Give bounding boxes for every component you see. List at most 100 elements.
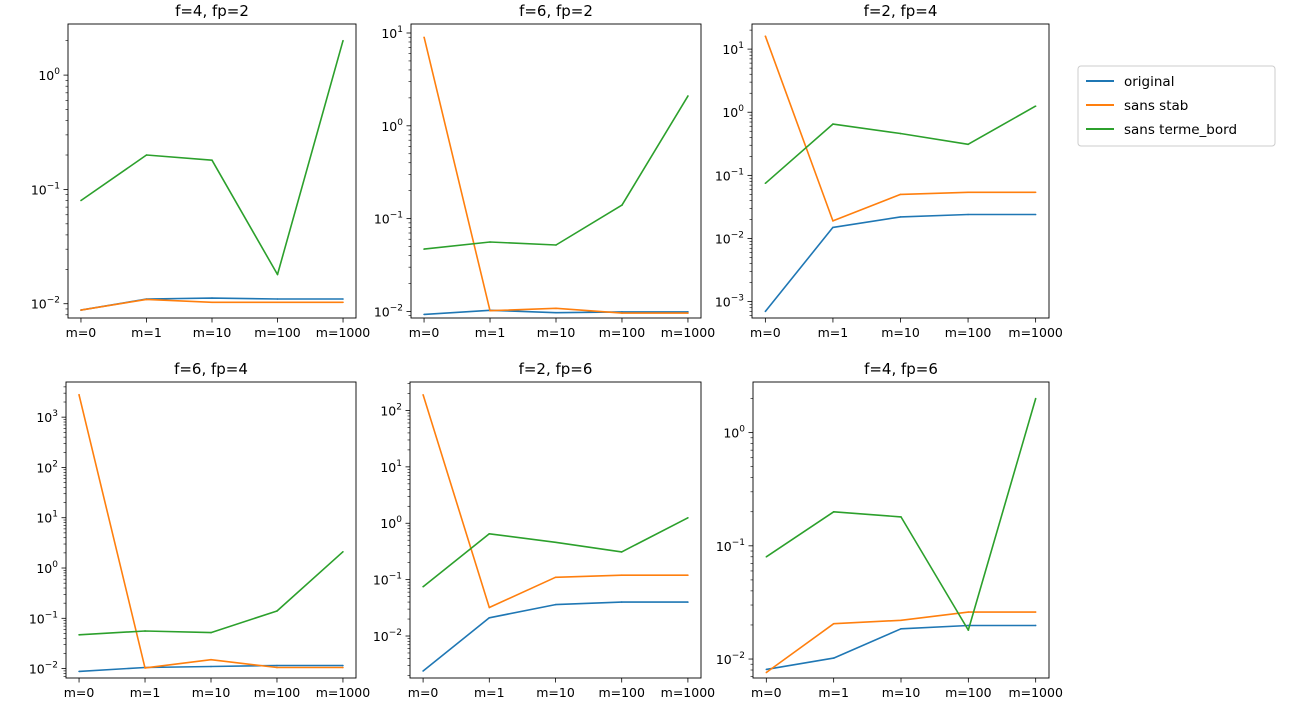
x-tick-label: m=1: [474, 685, 505, 700]
data-point: [687, 601, 689, 603]
data-point: [144, 667, 146, 669]
y-tick-label: 102: [380, 402, 402, 418]
data-point: [554, 576, 557, 579]
y-tick-base: 10: [722, 42, 738, 57]
data-point: [423, 313, 425, 316]
y-tick-label: 102: [36, 459, 58, 475]
y-tick-exponent: 0: [397, 118, 403, 128]
x-tick-label: m=1000: [316, 325, 371, 340]
data-point: [276, 610, 278, 612]
y-tick-exponent: 0: [54, 67, 60, 77]
y-tick-label: 100: [381, 118, 403, 134]
y-tick-label: 10−1: [31, 181, 60, 197]
y-tick-exponent: −1: [47, 181, 60, 191]
data-point: [764, 310, 767, 313]
data-point: [620, 574, 623, 576]
y-tick-exponent: −1: [732, 538, 745, 548]
data-point: [832, 622, 835, 625]
x-tick-label: m=1: [818, 685, 849, 700]
x-tick-label: m=0: [409, 325, 440, 340]
data-point: [422, 585, 424, 588]
y-tick-label: 100: [36, 560, 58, 576]
x-tick-label: m=1000: [661, 685, 716, 700]
data-point: [832, 226, 834, 229]
data-point: [1034, 191, 1037, 194]
x-tick-label: m=100: [599, 325, 646, 340]
y-tick-base: 10: [716, 539, 732, 554]
y-tick-exponent: 1: [396, 459, 402, 469]
data-point: [832, 220, 834, 222]
data-point: [1034, 105, 1037, 107]
x-tick-label: m=1000: [316, 685, 371, 700]
data-point: [488, 606, 491, 609]
data-point: [342, 666, 344, 669]
y-tick-label: 101: [36, 510, 58, 526]
x-tick-label: m=1000: [1008, 325, 1063, 340]
y-tick-label: 100: [722, 104, 744, 120]
y-tick-exponent: −2: [390, 303, 403, 313]
y-tick-exponent: −2: [731, 230, 744, 240]
series-line-sans-terme-bord: [78, 551, 344, 636]
x-tick-label: m=1: [130, 685, 161, 700]
axes-frame: [751, 23, 1050, 319]
y-tick-exponent: 1: [738, 41, 744, 51]
x-tick-label: m=100: [945, 685, 992, 700]
y-tick-exponent: −1: [45, 610, 58, 620]
data-point: [620, 551, 623, 553]
series-line-original: [422, 601, 688, 672]
data-point: [78, 633, 80, 636]
data-point: [210, 631, 212, 634]
y-tick-label: 10−2: [374, 303, 403, 319]
axes-frame: [752, 381, 1050, 679]
y-tick-label: 101: [722, 41, 744, 57]
data-point: [342, 298, 344, 300]
data-point: [1034, 624, 1037, 627]
data-point: [488, 532, 491, 535]
data-point: [687, 574, 689, 576]
y-tick-label: 10−2: [715, 230, 744, 246]
series-line-sans-stab: [80, 298, 343, 311]
x-tick-label: m=10: [882, 685, 921, 700]
data-point: [210, 665, 212, 668]
y-tick-base: 10: [723, 426, 739, 441]
data-point: [967, 629, 970, 631]
y-tick-label: 10−1: [29, 610, 58, 626]
data-point: [78, 670, 80, 673]
y-tick-base: 10: [373, 573, 389, 588]
y-tick-exponent: −3: [731, 294, 744, 304]
data-point: [900, 619, 902, 622]
y-tick-exponent: 1: [397, 25, 403, 35]
legend: original sans stab sans terme_bord: [1077, 65, 1276, 147]
series-line-sans-terme-bord: [424, 95, 689, 250]
legend-label: original: [1124, 74, 1174, 90]
data-point: [900, 516, 902, 518]
data-point: [621, 312, 623, 314]
y-tick-base: 10: [715, 168, 731, 183]
data-point: [900, 627, 902, 630]
y-tick-exponent: −2: [732, 651, 745, 661]
y-tick-exponent: 2: [52, 459, 58, 469]
x-tick-label: m=100: [945, 325, 992, 340]
series-line-sans-stab: [422, 394, 688, 609]
y-tick-base: 10: [36, 460, 52, 475]
data-point: [342, 551, 344, 553]
y-tick-base: 10: [374, 304, 390, 319]
y-tick-base: 10: [373, 629, 389, 644]
y-tick-exponent: 3: [52, 409, 58, 419]
x-tick-label: m=100: [598, 685, 645, 700]
data-point: [687, 311, 689, 313]
data-point: [1034, 611, 1037, 613]
y-tick-label: 10−3: [715, 294, 744, 310]
series-line-sans-terme-bord: [765, 398, 1037, 631]
data-point: [832, 657, 835, 659]
x-tick-label: m=1000: [661, 325, 716, 340]
series-line-original: [766, 624, 1036, 671]
data-point: [764, 182, 767, 185]
data-point: [554, 541, 557, 544]
subplot-title: f=4, fp=6: [864, 360, 938, 378]
